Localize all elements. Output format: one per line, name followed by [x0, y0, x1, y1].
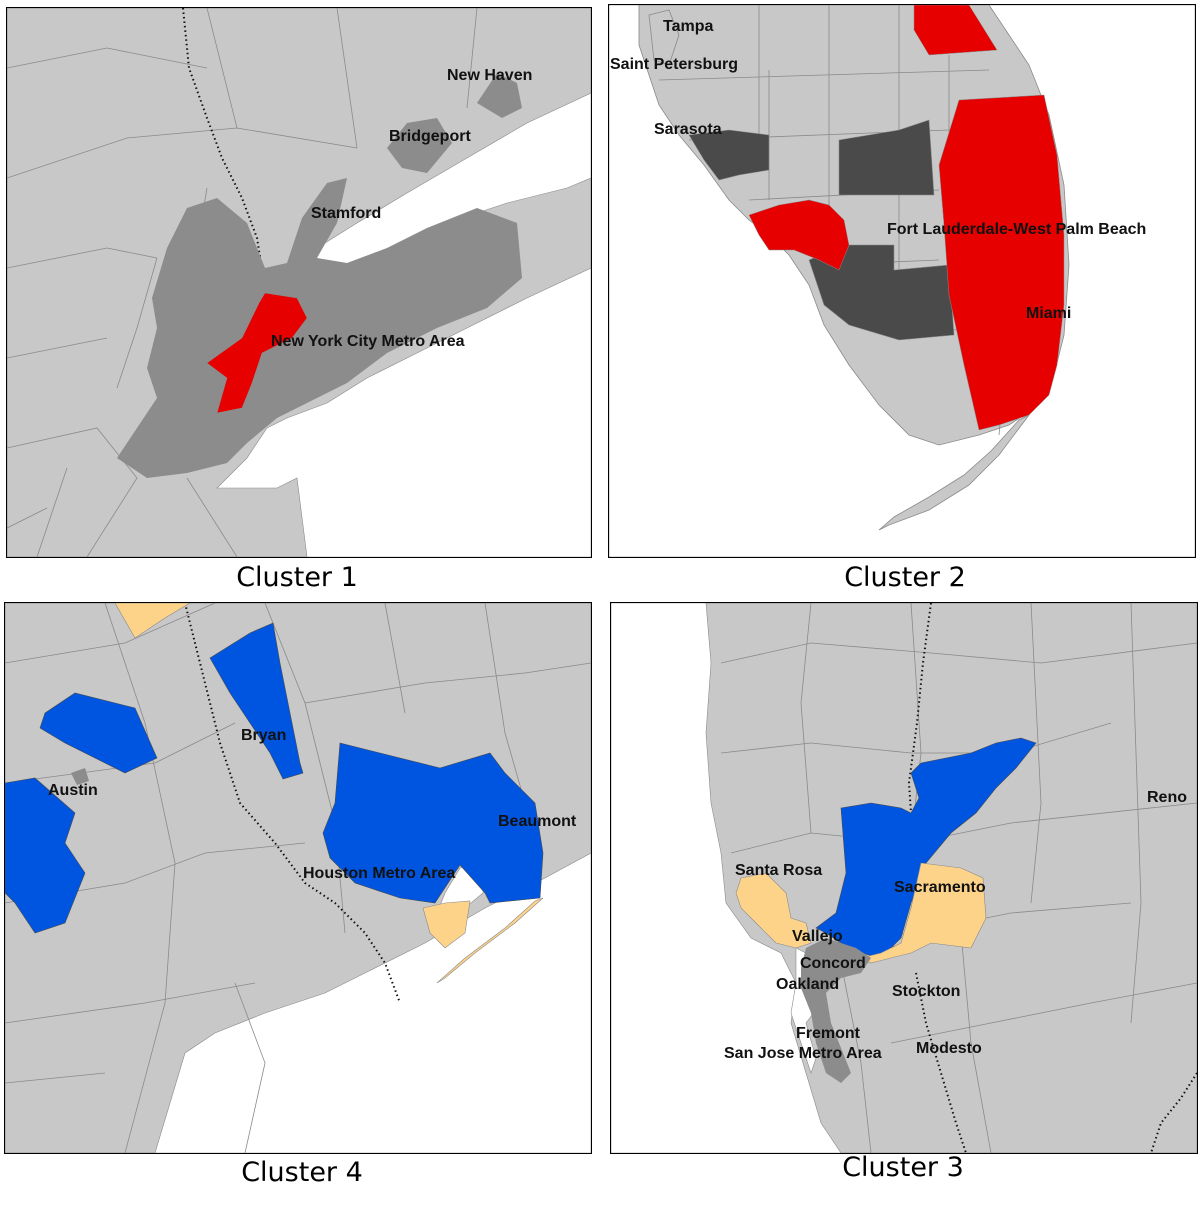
austin-area-north [39, 692, 158, 774]
city-label-vallejo: Vallejo [792, 928, 843, 945]
city-label-bryan: Bryan [241, 727, 287, 744]
bryan-area [209, 622, 304, 780]
map-cluster-4 [5, 603, 591, 1153]
new-haven-urban-area [477, 73, 522, 118]
map-cluster-1 [7, 8, 591, 557]
state-border-nevada [1150, 1072, 1197, 1153]
florida-keys [878, 414, 1030, 531]
city-label-saint-petersburg: Saint Petersburg [610, 56, 739, 73]
city-label-new-haven: New Haven [447, 67, 533, 84]
pacific-ocean [611, 603, 842, 1153]
santa-rosa-tan-county [735, 872, 812, 949]
city-label-reno: Reno [1147, 789, 1187, 806]
panel-caption-cluster-4: Cluster 4 [241, 1157, 363, 1188]
city-label-tampa: Tampa [663, 18, 714, 35]
nyc-core-counties [206, 292, 308, 414]
county-borders [720, 603, 1197, 1153]
city-label-beaumont: Beaumont [498, 813, 577, 830]
bay-area-urban [801, 938, 871, 1083]
sarasota-counties [688, 129, 770, 181]
galveston-tan-county [422, 900, 471, 949]
map-cluster-3 [611, 603, 1197, 1153]
city-label-concord: Concord [800, 955, 866, 972]
county-borders [5, 603, 591, 1153]
city-label-new-york-city-metro-area: New York City Metro Area [271, 333, 465, 350]
city-label-austin: Austin [48, 782, 98, 799]
galveston-island [436, 897, 544, 984]
city-label-san-jose-metro-area: San Jose Metro Area [724, 1045, 882, 1062]
austin-area-south [5, 777, 86, 934]
gulf-of-mexico [154, 852, 591, 1153]
cape-coral-area [748, 199, 850, 271]
tampa-bay-land [648, 9, 680, 66]
houston-metro-area [322, 742, 544, 904]
map-panel-cluster-4: Bryan Austin Beaumont Houston Metro Area [4, 602, 592, 1154]
city-label-sacramento: Sacramento [894, 879, 986, 896]
city-label-houston-metro-area: Houston Metro Area [303, 865, 456, 882]
panel-caption-cluster-1: Cluster 1 [236, 562, 358, 593]
austin-urban-area [71, 768, 89, 785]
panel-caption-cluster-3: Cluster 3 [842, 1152, 964, 1183]
sacramento-blue-counties [815, 737, 1037, 959]
city-label-fort-lauderdale-west-palm-beach: Fort Lauderdale-West Palm Beach [887, 221, 1147, 238]
jacksonville-area [913, 5, 998, 56]
city-label-fremont: Fremont [796, 1025, 860, 1042]
panel-caption-cluster-2: Cluster 2 [844, 562, 966, 593]
city-label-santa-rosa: Santa Rosa [735, 862, 823, 879]
bridgeport-urban-area [387, 118, 452, 173]
city-label-modesto: Modesto [916, 1040, 982, 1057]
city-label-miami: Miami [1026, 305, 1072, 322]
city-label-bridgeport: Bridgeport [389, 128, 471, 145]
interior-counties [838, 119, 935, 196]
sacramento-tan-county [860, 862, 987, 964]
map-panel-cluster-1: New Haven Bridgeport Stamford New York C… [6, 7, 592, 558]
map-panel-cluster-2: Tampa Saint Petersburg Sarasota Fort Lau… [608, 4, 1196, 558]
map-cluster-2 [609, 5, 1195, 557]
city-label-oakland: Oakland [776, 976, 840, 993]
nyc-urban-area [117, 178, 522, 478]
northwest-tan-county [114, 603, 191, 639]
city-label-sarasota: Sarasota [654, 121, 722, 138]
city-label-stockton: Stockton [892, 983, 961, 1000]
ocean [216, 267, 591, 557]
city-label-stamford: Stamford [311, 205, 382, 222]
map-panel-cluster-3: Reno Santa Rosa Sacramento Vallejo Conco… [610, 602, 1198, 1154]
